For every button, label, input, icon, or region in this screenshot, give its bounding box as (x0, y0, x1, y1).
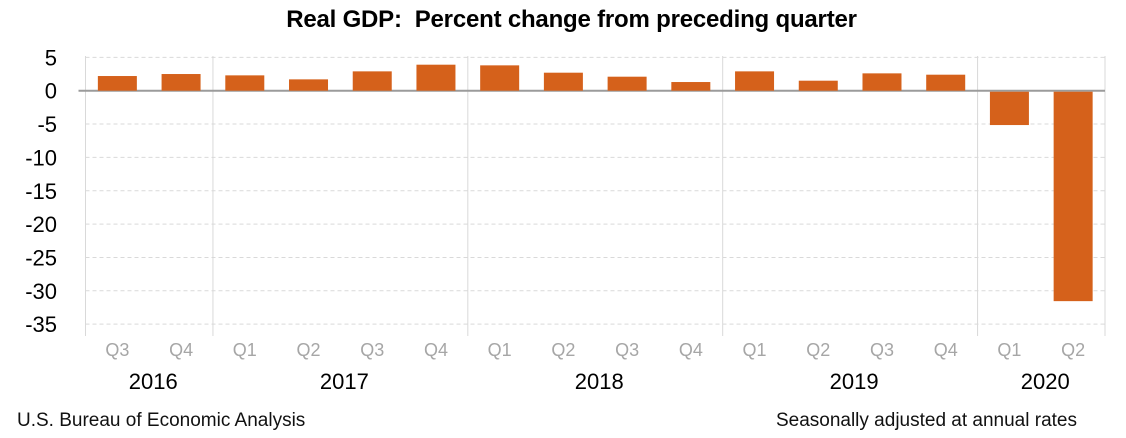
gdp-bar (735, 71, 775, 91)
source-attribution: U.S. Bureau of Economic Analysis (17, 410, 306, 431)
year-label: 2016 (129, 369, 178, 394)
quarter-tick-label: Q3 (615, 340, 639, 360)
quarter-tick-label: Q2 (806, 340, 830, 360)
gdp-bar (416, 64, 456, 91)
quarter-tick-label: Q3 (870, 340, 894, 360)
gdp-bar (607, 76, 647, 91)
gdp-bar (543, 72, 583, 91)
quarter-tick-label: Q1 (233, 340, 257, 360)
gdp-bar (352, 71, 392, 91)
quarter-tick-label: Q4 (679, 340, 703, 360)
quarter-tick-label: Q1 (743, 340, 767, 360)
y-axis-tick-label: -10 (25, 145, 57, 170)
quarter-tick-label: Q4 (169, 340, 193, 360)
year-label: 2019 (830, 369, 879, 394)
quarter-tick-label: Q4 (934, 340, 958, 360)
gdp-bar (97, 76, 137, 91)
y-axis-tick-label: -35 (25, 312, 57, 337)
gdp-bar (289, 79, 329, 91)
quarter-tick-label: Q2 (1061, 340, 1085, 360)
gdp-bar (480, 65, 520, 91)
quarter-tick-label: Q4 (424, 340, 448, 360)
gdp-bar (225, 75, 265, 91)
gdp-bar (989, 91, 1029, 126)
adjustment-note: Seasonally adjusted at annual rates (775, 410, 1077, 431)
quarter-tick-label: Q3 (105, 340, 129, 360)
gdp-bar (161, 74, 201, 91)
quarter-tick-label: Q1 (488, 340, 512, 360)
gdp-bar (798, 80, 838, 91)
gdp-bar (1053, 91, 1093, 302)
year-label: 2017 (320, 369, 369, 394)
chart-title: Real GDP: Percent change from preceding … (286, 6, 857, 33)
quarter-tick-label: Q1 (997, 340, 1021, 360)
gdp-bar (862, 73, 902, 91)
gdp-bar (926, 74, 966, 91)
quarter-tick-label: Q2 (297, 340, 321, 360)
y-axis-tick-label: -30 (25, 279, 57, 304)
y-axis-tick-label: -15 (25, 179, 57, 204)
y-axis-tick-label: -5 (37, 112, 57, 137)
y-axis-tick-label: -25 (25, 245, 57, 270)
quarter-tick-label: Q3 (360, 340, 384, 360)
quarter-tick-label: Q2 (551, 340, 575, 360)
y-axis-tick-label: 5 (45, 45, 57, 70)
gdp-bar (671, 82, 711, 91)
chart-footer: U.S. Bureau of Economic Analysis Seasona… (0, 410, 1126, 432)
year-label: 2020 (1021, 369, 1070, 394)
y-axis-tick-label: -20 (25, 212, 57, 237)
year-label: 2018 (575, 369, 624, 394)
y-axis-tick-label: 0 (45, 79, 57, 104)
